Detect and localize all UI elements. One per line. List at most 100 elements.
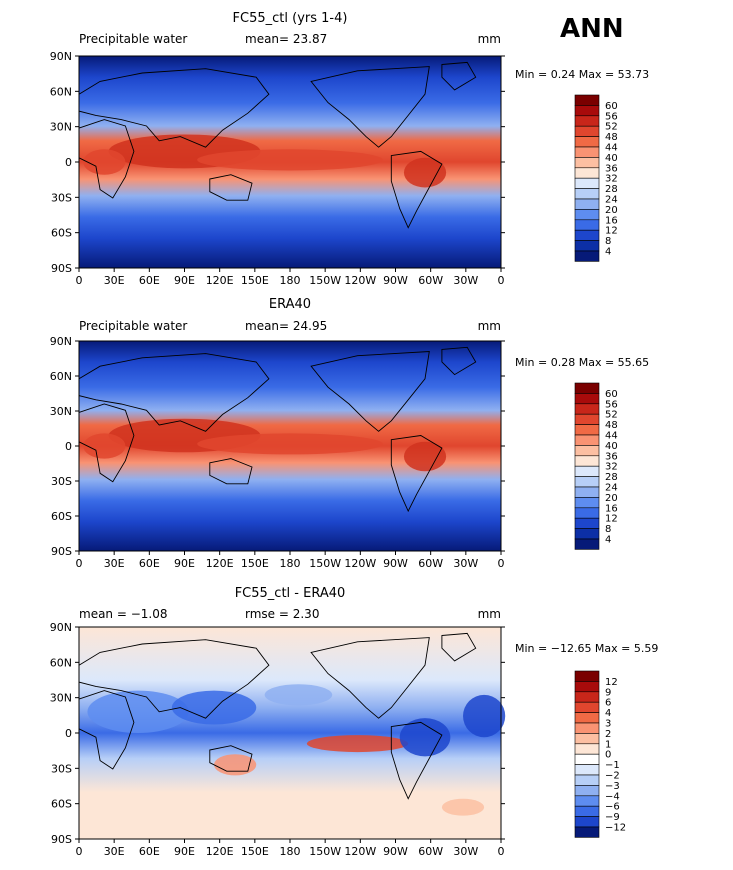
colorbar-cell	[574, 403, 600, 415]
colorbar-cell	[574, 701, 600, 713]
colorbar-cell	[574, 691, 600, 703]
coastline	[209, 745, 253, 772]
anomaly-region	[197, 433, 383, 455]
coastline	[441, 632, 477, 662]
anomaly-region	[403, 157, 447, 188]
x-tick-label: 90E	[174, 845, 195, 858]
colorbar-cell	[574, 157, 600, 169]
colorbar-label: 6	[605, 698, 611, 709]
colorbar-label: −4	[605, 791, 620, 802]
x-tick-label: 120E	[206, 274, 234, 287]
coastline	[310, 351, 430, 432]
x-tick-label: 150E	[241, 557, 269, 570]
coastline	[78, 353, 270, 432]
colorbar-cell	[574, 393, 600, 405]
x-tick-label: 90W	[383, 274, 408, 287]
colorbar-label: 28	[605, 472, 618, 483]
x-tick-label: 150W	[309, 845, 341, 858]
y-tick-label: 30N	[50, 121, 72, 134]
coastline	[310, 637, 430, 719]
x-tick-label: 120W	[344, 845, 376, 858]
x-tick-label: 120W	[344, 557, 376, 570]
colorbar-label: 12	[605, 677, 618, 688]
x-tick-label: 150W	[309, 557, 341, 570]
x-tick-label: 120W	[344, 274, 376, 287]
y-tick-label: 60N	[50, 370, 72, 383]
panel-left-label: Precipitable water	[79, 32, 187, 46]
colorbar-label: −6	[605, 802, 620, 813]
colorbar-label: 36	[605, 451, 618, 462]
colorbar-cell	[574, 517, 600, 529]
colorbar-cell	[574, 497, 600, 509]
x-tick-label: 90E	[174, 274, 195, 287]
colorbar-cell	[574, 826, 600, 838]
coastline	[209, 458, 253, 485]
colorbar-cell	[574, 434, 600, 446]
panel-units: mm	[478, 607, 501, 621]
x-tick-label: 180	[280, 557, 301, 570]
colorbar-cell	[574, 177, 600, 189]
panel-2: ERA40 Precipitable water mean= 24.95 mm Min …	[50, 297, 649, 570]
y-tick-label: 60N	[50, 656, 72, 669]
colorbar-cell	[574, 785, 600, 797]
y-tick-label: 90S	[51, 833, 72, 846]
anomaly-region	[403, 441, 447, 472]
coastline	[78, 403, 135, 483]
colorbar-label: 2	[605, 729, 611, 740]
colorbar-label: 48	[605, 132, 618, 143]
colorbar-cell	[574, 424, 600, 436]
colorbar-cell	[574, 764, 600, 776]
colorbar-label: 40	[605, 153, 618, 164]
colorbar-label: 1	[605, 739, 611, 750]
colorbar-label: −9	[605, 812, 620, 823]
colorbar-label: 44	[605, 431, 618, 442]
x-tick-label: 0	[76, 274, 83, 287]
x-tick-label: 30E	[104, 845, 125, 858]
panel-title: FC55_ctl (yrs 1-4)	[233, 11, 348, 26]
colorbar-label: 56	[605, 111, 618, 122]
colorbar-label: 3	[605, 719, 611, 730]
x-tick-label: 0	[76, 557, 83, 570]
anomaly-region	[197, 149, 383, 171]
colorbar-cell	[574, 753, 600, 765]
y-tick-label: 90N	[50, 50, 72, 63]
panel-units: mm	[478, 319, 501, 333]
y-tick-label: 90S	[51, 545, 72, 558]
colorbar-label: 8	[605, 524, 611, 535]
x-tick-label: 30W	[453, 274, 478, 287]
x-tick-label: 60E	[139, 845, 160, 858]
colorbar-cell	[574, 712, 600, 724]
colorbar-cell	[574, 198, 600, 210]
x-tick-label: 90W	[383, 845, 408, 858]
colorbar-label: 28	[605, 184, 618, 195]
figure-label: ANN	[560, 14, 624, 44]
coastline	[78, 68, 270, 148]
colorbar-cell	[574, 250, 600, 262]
y-tick-label: 60N	[50, 85, 72, 98]
colorbar-cell	[574, 465, 600, 477]
anomaly-region	[87, 690, 189, 733]
x-tick-label: 90W	[383, 557, 408, 570]
colorbar-cell	[574, 209, 600, 221]
colorbar-label: −1	[605, 760, 620, 771]
x-tick-label: 30W	[453, 557, 478, 570]
colorbar-cell	[574, 115, 600, 127]
colorbar-cell	[574, 167, 600, 179]
colorbar-label: 20	[605, 205, 618, 216]
panel-stat: mean= 23.87	[245, 32, 327, 46]
colorbar-label: 4	[605, 247, 611, 258]
colorbar-label: 4	[605, 535, 611, 546]
colorbar-label: 60	[605, 101, 618, 112]
panel-minmax: Min = 0.28 Max = 55.65	[515, 356, 649, 369]
anomaly-region	[264, 684, 333, 706]
x-tick-label: 60E	[139, 557, 160, 570]
colorbar-label: 52	[605, 410, 618, 421]
coastline	[441, 61, 477, 91]
y-tick-label: 0	[65, 440, 72, 453]
x-tick-label: 30E	[104, 557, 125, 570]
colorbar-label: 9	[605, 687, 611, 698]
anomaly-region	[399, 718, 451, 757]
panel-left-label: Precipitable water	[79, 319, 187, 333]
colorbar-label: 60	[605, 389, 618, 400]
